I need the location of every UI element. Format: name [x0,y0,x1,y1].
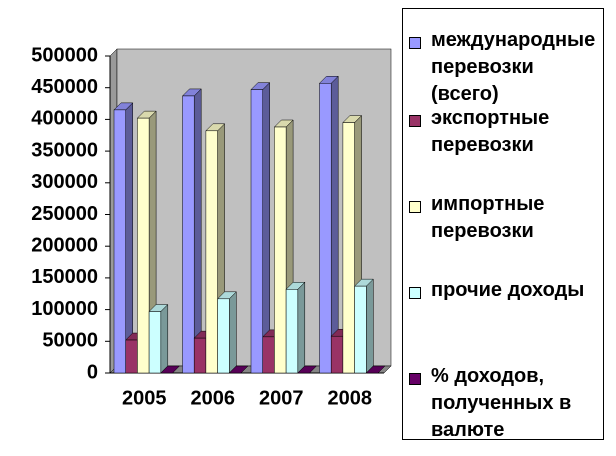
legend-label: экспортные перевозки [431,107,550,156]
bar-group [365,365,386,374]
bar-group [250,81,271,374]
bar-side [193,88,202,374]
bar-side [125,102,133,374]
bar-group [148,303,169,374]
bar-group [228,365,249,374]
bar [262,336,275,374]
legend-label: международные перевозки (всего) [431,29,596,105]
x-tick-label: 2007 [259,387,304,409]
bar-side [297,281,306,374]
bar [137,117,150,374]
bar-group [318,75,339,374]
bar-top [160,365,181,374]
y-tick-label: 350000 [31,139,98,161]
y-tick-label: 50000 [42,330,98,352]
y-tick-label: 300000 [31,171,98,193]
bar-group [181,88,202,374]
y-tick-label: 0 [87,361,98,383]
bar-group [216,291,237,374]
y-tick-label: 250000 [31,203,98,225]
bar-group [297,365,318,374]
x-tick-label: 2005 [122,387,167,409]
x-tick-label: 2006 [191,387,236,409]
bar [125,339,138,374]
x-tick-label: 2008 [328,387,373,409]
y-tick-label: 150000 [31,266,98,288]
bar [217,298,230,374]
bar [205,130,218,374]
legend-swatch [409,201,421,213]
y-tick-label: 100000 [31,298,98,320]
bar-group [285,281,306,374]
bar-side [262,81,270,374]
y-tick-label: 500000 [31,44,98,66]
bar [330,335,344,374]
bar [342,122,355,374]
bar-side [330,75,339,374]
bar-side [366,278,374,374]
legend-label: прочие доходы [431,279,585,301]
bar-top [228,365,249,374]
bar [319,83,332,374]
legend-label: импортные перевозки [431,193,545,242]
y-tick-label: 200000 [31,234,98,256]
legend-swatch [409,37,421,49]
legend-swatch [409,287,421,299]
bar [193,337,207,374]
bar-group [353,278,374,374]
bar [285,289,299,374]
bar-side [160,303,169,374]
legend-swatch [409,373,421,385]
bar [274,126,287,374]
bar [354,285,367,374]
chart: 0 50000 100000 150000 200000 250000 300000 3500… [31,44,392,409]
legend-swatch [409,115,421,127]
bar [113,109,126,374]
y-tick-label: 400000 [31,108,98,130]
bar-top [297,365,318,374]
bar [250,89,263,374]
y-tick-label: 450000 [31,76,98,98]
bar-group [160,365,181,374]
bar-top [365,365,386,374]
bar [148,311,162,374]
bar [182,95,195,374]
bar-side [229,291,237,374]
bar-group [113,102,134,374]
legend: международные перевозки (всего) экспортны… [402,8,604,441]
legend-label: % доходов, полученных в валюте [431,365,572,441]
